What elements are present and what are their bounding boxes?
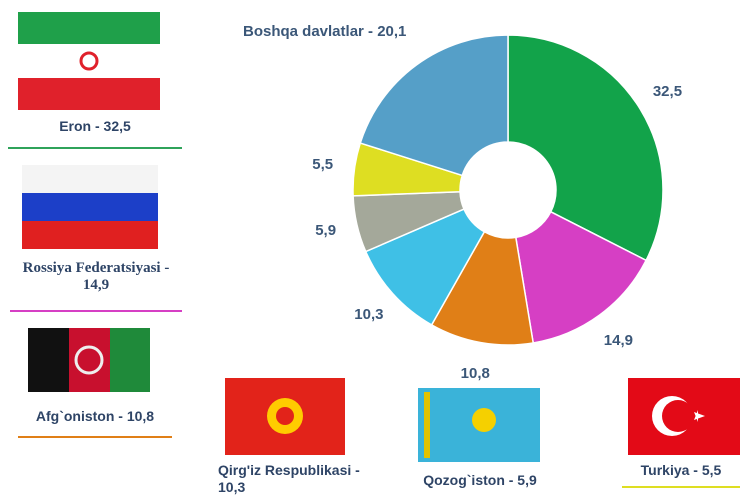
rule — [8, 147, 182, 149]
slice — [514, 210, 648, 344]
slice — [507, 34, 664, 262]
rule — [10, 310, 182, 312]
flag-kyrgyzstan — [225, 378, 345, 455]
data-label: 32,5 — [652, 83, 683, 101]
rule — [622, 486, 740, 488]
flag-caption: Qozog`iston - 5,9 — [423, 472, 537, 488]
data-label: 14,9 — [603, 331, 633, 349]
flag-kazakhstan — [418, 388, 540, 462]
slice — [430, 230, 535, 346]
flag-afghanistan — [28, 328, 150, 392]
rule — [18, 436, 172, 438]
flag-caption: Afg`oniston - 10,8 — [35, 408, 155, 424]
flag-caption: Rossiya Federatsiyasi - 14,9 — [22, 260, 170, 293]
flag-iran — [18, 12, 160, 110]
flag-caption: Qirg'iz Respublikasi - 10,3 — [218, 462, 360, 495]
data-label: Boshqa davlatlar - 20,1 — [243, 23, 407, 40]
data-label: 5,9 — [315, 222, 337, 240]
data-label: 5,5 — [312, 155, 334, 173]
slice — [359, 34, 509, 177]
flag-caption: Turkiya - 5,5 — [640, 462, 722, 478]
flag-russia — [22, 165, 158, 249]
flag-turkey — [628, 378, 740, 455]
data-label: 10,8 — [460, 365, 490, 383]
data-label: 10,3 — [354, 305, 384, 323]
flag-caption: Eron - 32,5 — [59, 118, 131, 134]
